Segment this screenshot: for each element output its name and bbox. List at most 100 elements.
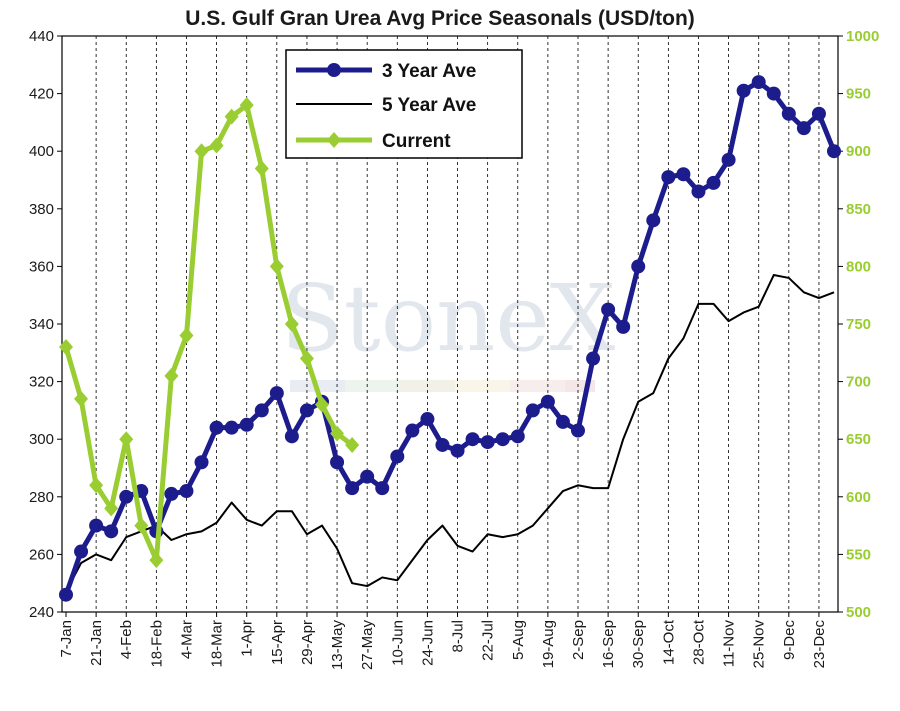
y-right-tick-label: 800 xyxy=(846,258,871,275)
data-point xyxy=(811,106,826,121)
series-line-5-year-ave xyxy=(65,274,835,593)
data-point xyxy=(330,425,345,442)
data-point xyxy=(74,544,89,559)
y-right-tick-label: 750 xyxy=(846,316,871,333)
y-right-tick-label: 550 xyxy=(846,546,871,563)
x-tick-label: 14-Oct xyxy=(660,619,677,665)
data-point xyxy=(631,259,646,274)
data-point xyxy=(345,481,360,496)
x-tick-label: 13-May xyxy=(329,620,346,671)
series-5-year-ave xyxy=(65,274,835,593)
x-tick-label: 2-Sep xyxy=(570,620,587,660)
data-point xyxy=(540,394,555,409)
x-tick-label: 10-Jun xyxy=(389,620,406,666)
data-point xyxy=(721,152,736,167)
y-right-tick-label: 1000 xyxy=(846,28,879,45)
y-left-tick-label: 320 xyxy=(29,374,54,391)
data-point xyxy=(104,524,119,539)
series-line-current xyxy=(63,102,354,563)
y-left-tick-label: 280 xyxy=(29,489,54,506)
x-tick-label: 28-Oct xyxy=(690,619,707,665)
y-right-tick-label: 950 xyxy=(846,86,871,103)
data-point xyxy=(179,484,194,499)
data-point xyxy=(601,302,616,317)
x-tick-label: 15-Apr xyxy=(269,620,286,665)
legend-label-5-year-ave: 5 Year Ave xyxy=(382,95,476,116)
x-tick-label: 19-Aug xyxy=(540,620,557,668)
data-point xyxy=(89,518,104,533)
data-point xyxy=(104,500,119,517)
data-point xyxy=(420,412,435,427)
watermark-text: StoneX xyxy=(281,265,616,372)
x-tick-label: 16-Sep xyxy=(600,620,617,668)
watermark: StoneX xyxy=(281,265,616,392)
data-point xyxy=(224,108,239,125)
data-point xyxy=(616,319,631,334)
data-point xyxy=(586,351,601,366)
data-point xyxy=(194,143,209,160)
x-axis: 7-Jan 21-Jan 4-Feb 18-Feb 4-Mar 18-Mar 1-Apr 15… xyxy=(58,612,828,670)
data-point xyxy=(510,429,525,444)
data-point xyxy=(646,213,661,228)
data-point xyxy=(450,443,465,458)
data-point xyxy=(706,175,721,190)
x-tick-label: 21-Jan xyxy=(88,620,105,666)
x-tick-label: 18-Mar xyxy=(209,620,226,668)
data-point xyxy=(796,121,811,136)
x-tick-label: 11-Nov xyxy=(721,620,738,668)
x-tick-label: 9-Dec xyxy=(781,620,798,661)
data-point xyxy=(209,420,224,435)
y-left-tick-label: 300 xyxy=(29,431,54,448)
y-right-tick-label: 600 xyxy=(846,489,871,506)
legend-label-current: Current xyxy=(382,131,451,152)
data-point xyxy=(827,144,841,159)
x-tick-label: 30-Sep xyxy=(630,620,647,668)
data-point xyxy=(224,420,239,435)
y-left-tick-label: 380 xyxy=(29,201,54,218)
data-point xyxy=(209,137,224,154)
y-right-tick-label: 850 xyxy=(846,201,871,218)
data-point xyxy=(239,97,254,114)
legend-item-3-year-ave: 3 Year Ave xyxy=(296,61,476,82)
data-point xyxy=(345,436,360,453)
series-layer xyxy=(59,75,841,602)
y-left-tick-label: 260 xyxy=(29,546,54,563)
data-point xyxy=(465,432,480,447)
y-right-tick-label: 900 xyxy=(846,143,871,160)
y-left-tick-label: 240 xyxy=(29,604,54,621)
legend-item-current: Current xyxy=(296,131,451,152)
data-point xyxy=(571,423,585,438)
legend-item-5-year-ave: 5 Year Ave xyxy=(296,95,476,116)
y-left-tick-label: 400 xyxy=(29,143,54,160)
data-point xyxy=(299,350,314,367)
x-tick-label: 22-Jul xyxy=(480,620,497,661)
data-point xyxy=(149,552,164,569)
data-point xyxy=(284,429,299,444)
data-point xyxy=(435,437,450,452)
x-tick-label: 8-Jul xyxy=(450,620,467,653)
x-tick-label: 7-Jan xyxy=(58,620,75,658)
data-point xyxy=(89,477,104,494)
x-tick-label: 24-Jun xyxy=(419,620,436,666)
x-tick-label: 4-Mar xyxy=(178,620,195,659)
data-point xyxy=(164,486,179,501)
data-point xyxy=(74,390,89,407)
y-axis-left: 240 260 280 300 320 340 360 380 400 420 440 xyxy=(29,28,62,621)
x-tick-label: 23-Dec xyxy=(811,620,828,669)
y-right-tick-label: 500 xyxy=(846,604,871,621)
data-point xyxy=(119,431,134,448)
data-point xyxy=(315,396,329,413)
data-point xyxy=(766,86,781,101)
data-point xyxy=(269,386,284,401)
data-point xyxy=(269,258,284,275)
data-point xyxy=(164,367,179,384)
data-point xyxy=(736,83,751,98)
x-tick-label: 25-Nov xyxy=(751,620,768,669)
data-point xyxy=(691,184,706,199)
x-tick-label: 18-Feb xyxy=(148,620,165,668)
data-point xyxy=(676,167,691,182)
y-left-tick-label: 440 xyxy=(29,28,54,45)
data-point xyxy=(375,481,390,496)
data-point xyxy=(299,403,314,418)
